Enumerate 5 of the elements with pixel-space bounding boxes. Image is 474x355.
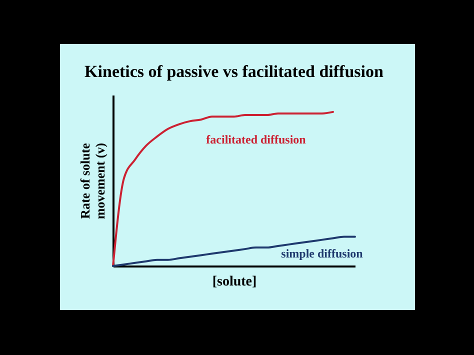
x-axis-title: [solute] (212, 274, 257, 290)
series-label: facilitated diffusion (206, 132, 306, 147)
y-axis-title: Rate of solute movement (v) (78, 142, 108, 220)
chart-title: Kinetics of passive vs facilitated diffusion (84, 62, 384, 81)
series-label: simple diffusion (281, 246, 364, 261)
